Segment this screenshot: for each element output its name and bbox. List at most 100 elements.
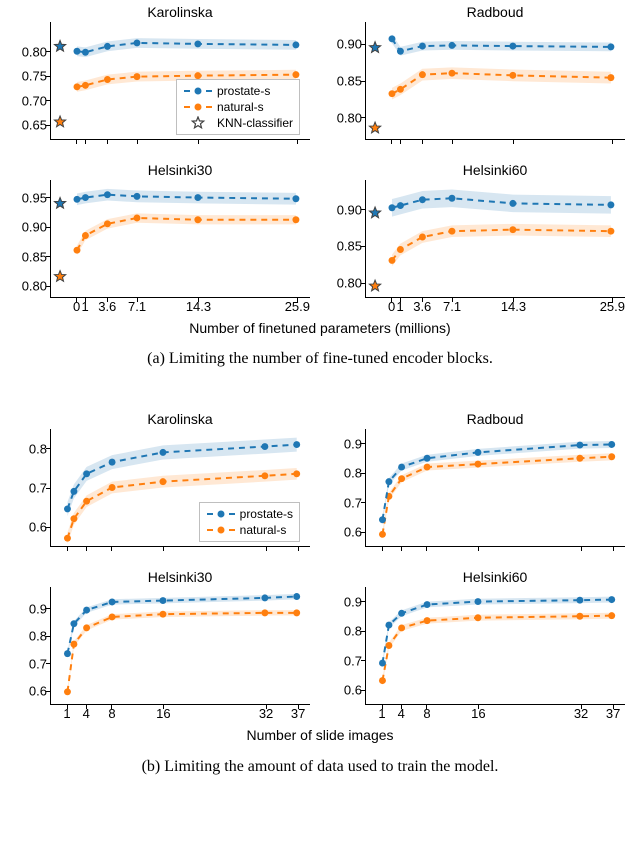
series-marker <box>397 246 404 253</box>
y-tick-label: 0.7 <box>29 481 51 496</box>
series-marker <box>509 43 516 50</box>
plot-area: 0.60.70.80.9148163237 <box>50 587 310 705</box>
series-marker <box>397 202 404 209</box>
series-marker <box>389 257 396 264</box>
series-marker <box>134 73 141 80</box>
figure-page: { "colors": { "prostate": "#1f77b4", "na… <box>0 0 640 857</box>
series-marker <box>424 455 431 462</box>
series-marker <box>293 609 300 616</box>
knn-star-prostate <box>54 40 65 51</box>
y-tick-label: 0.90 <box>337 202 366 217</box>
series-marker <box>379 531 386 538</box>
panel-title: Helsinki60 <box>365 569 625 585</box>
fig-b-x-axis-label: Number of slide images <box>0 727 640 743</box>
series-shade <box>392 224 611 266</box>
legend-row: prostate-s <box>183 83 293 99</box>
panel-title: Radboud <box>365 411 625 427</box>
series-marker <box>70 488 77 495</box>
y-tick-label: 0.85 <box>22 249 51 264</box>
knn-star-natural <box>54 271 65 282</box>
series-marker <box>474 598 481 605</box>
x-tick-label: 4 <box>83 704 90 721</box>
y-tick-label: 0.6 <box>344 683 366 698</box>
series-marker <box>293 470 300 477</box>
x-tick-label: 8 <box>423 704 430 721</box>
plot-svg <box>366 429 625 546</box>
plot-area: 0.800.850.90 <box>365 22 625 140</box>
series-marker <box>293 593 300 600</box>
series-marker <box>419 43 426 50</box>
plot-svg <box>366 587 625 704</box>
series-marker <box>70 641 77 648</box>
series-marker <box>608 596 615 603</box>
x-tick-label: 4 <box>398 704 405 721</box>
chart-panel: Karolinska0.650.700.750.80prostate-snatu… <box>50 22 310 140</box>
series-marker <box>576 597 583 604</box>
panel-title: Helsinki60 <box>365 162 625 178</box>
series-marker <box>449 228 456 235</box>
series-marker <box>134 39 141 46</box>
series-marker <box>109 599 116 606</box>
x-tick-label: 1 <box>378 704 385 721</box>
series-marker <box>398 464 405 471</box>
plot-area: 0.60.70.80.9148163237 <box>365 587 625 705</box>
x-tick-label: 37 <box>291 704 305 721</box>
y-tick-label: 0.80 <box>22 44 51 59</box>
series-marker <box>292 41 299 48</box>
plot-area: 0.60.70.8prostate-snatural-s <box>50 429 310 547</box>
series-marker <box>379 516 386 523</box>
x-tick-label: 32 <box>259 704 273 721</box>
series-marker <box>424 617 431 624</box>
series-marker <box>159 597 166 604</box>
series-marker <box>449 42 456 49</box>
series-marker <box>82 49 89 56</box>
series-marker <box>109 613 116 620</box>
series-marker <box>424 464 431 471</box>
series-marker <box>159 449 166 456</box>
y-tick-label: 0.8 <box>344 624 366 639</box>
y-tick-label: 0.8 <box>344 466 366 481</box>
legend-label: natural-s <box>217 100 264 114</box>
series-marker <box>398 610 405 617</box>
series-marker <box>74 83 81 90</box>
x-tick-label: 3.6 <box>413 297 431 314</box>
plot-svg <box>51 587 310 704</box>
plot-area: 0.60.70.80.9 <box>365 429 625 547</box>
legend: prostate-snatural-sKNN-classifier <box>176 79 300 135</box>
series-marker <box>83 498 90 505</box>
fig-a-x-axis-label: Number of finetuned parameters (millions… <box>0 320 640 336</box>
knn-star-natural <box>369 122 380 133</box>
chart-panel: Radboud0.800.850.90 <box>365 22 625 140</box>
series-marker <box>292 71 299 78</box>
series-marker <box>64 650 71 657</box>
series-marker <box>82 194 89 201</box>
series-marker <box>134 215 141 222</box>
legend-label: natural-s <box>240 523 287 537</box>
knn-star-prostate <box>54 197 65 208</box>
series-marker <box>82 82 89 89</box>
x-tick-label: 32 <box>574 704 588 721</box>
y-tick-label: 0.6 <box>344 525 366 540</box>
y-tick-label: 0.8 <box>29 629 51 644</box>
legend-swatch <box>183 84 213 98</box>
series-marker <box>509 226 516 233</box>
series-marker <box>159 478 166 485</box>
series-marker <box>104 76 111 83</box>
y-tick-label: 0.65 <box>22 118 51 133</box>
series-marker <box>608 453 615 460</box>
panel-title: Helsinki30 <box>50 569 310 585</box>
y-tick-label: 0.90 <box>22 220 51 235</box>
series-marker <box>134 193 141 200</box>
series-marker <box>293 441 300 448</box>
y-tick-label: 0.80 <box>337 110 366 125</box>
series-shade <box>382 441 611 523</box>
knn-star-natural <box>369 280 380 291</box>
series-marker <box>607 228 614 235</box>
fig-b-grid: Karolinska0.60.70.8prostate-snatural-sRa… <box>50 425 625 705</box>
legend-swatch <box>183 116 213 130</box>
chart-panel: Helsinki300.60.70.80.9148163237 <box>50 587 310 705</box>
y-tick-label: 0.8 <box>29 441 51 456</box>
series-marker <box>194 194 201 201</box>
series-marker <box>509 72 516 79</box>
y-tick-label: 0.85 <box>337 239 366 254</box>
